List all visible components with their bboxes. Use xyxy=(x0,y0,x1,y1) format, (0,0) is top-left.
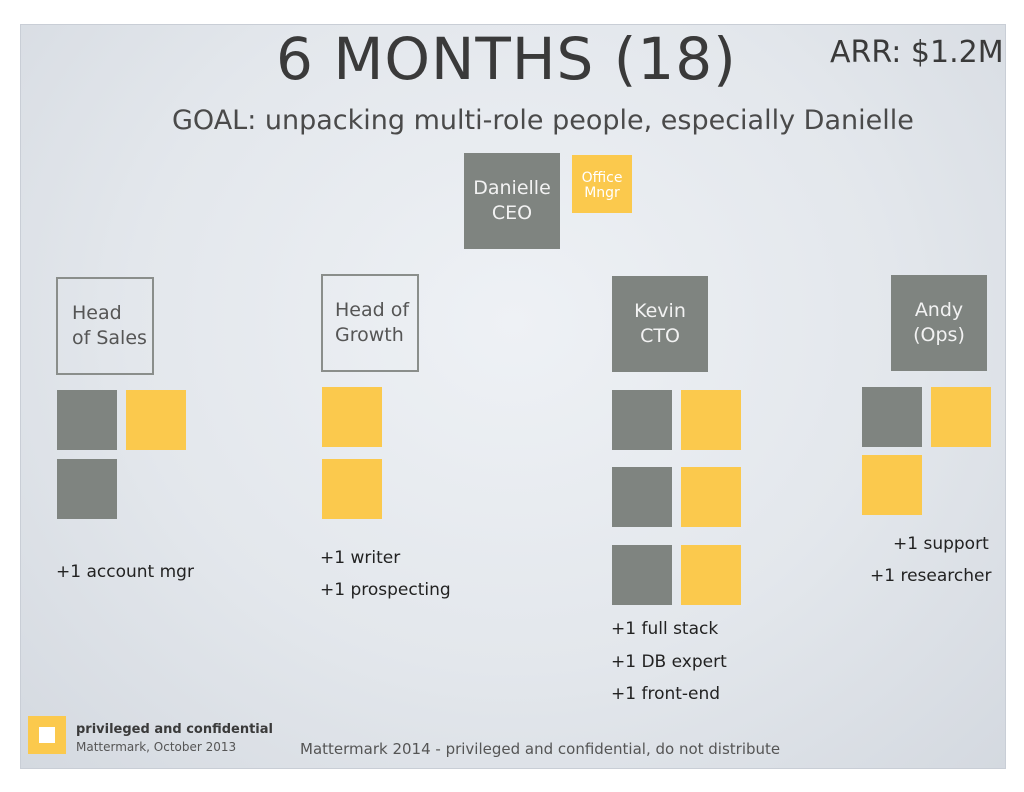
slide-title: 6 MONTHS (18) xyxy=(276,25,737,93)
cto-hire-label-2: +1 DB expert xyxy=(611,652,727,672)
cto-hire-square-yellow-3 xyxy=(681,545,741,605)
office-manager-line1: Office xyxy=(581,170,623,186)
ops-hire-square-yellow-1 xyxy=(931,387,991,447)
cto-hire-square-yellow-2 xyxy=(681,467,741,527)
ops-role: (Ops) xyxy=(913,324,965,346)
head-of-sales-line1: Head xyxy=(72,302,122,325)
cto-hire-square-gray-1 xyxy=(612,390,672,450)
cto-role: CTO xyxy=(640,325,680,347)
ops-hire-label-1: +1 support xyxy=(893,534,989,554)
goal-text: GOAL: unpacking multi-role people, espec… xyxy=(172,105,914,136)
ceo-box: Danielle CEO xyxy=(464,153,560,249)
cto-hire-label-1: +1 full stack xyxy=(611,619,719,639)
head-of-growth-box: Head of Growth xyxy=(321,274,419,372)
cto-box: Kevin CTO xyxy=(612,276,708,372)
privileged-label: privileged and confidential xyxy=(76,722,273,737)
ceo-role: CEO xyxy=(491,202,533,224)
growth-hire-square-yellow-1 xyxy=(322,387,382,447)
mattermark-logo-icon xyxy=(28,716,66,754)
sales-hire-square-yellow-1 xyxy=(126,390,186,450)
head-of-sales-box: Head of Sales xyxy=(56,277,154,375)
footer-note: Mattermark 2014 - privileged and confide… xyxy=(300,740,781,758)
head-of-growth-line1: Head of xyxy=(335,299,410,322)
growth-hire-label-2: +1 prospecting xyxy=(320,580,451,600)
sales-hire-square-gray-1 xyxy=(57,390,117,450)
ops-hire-square-yellow-2 xyxy=(862,455,922,515)
ops-hire-square-gray-1 xyxy=(862,387,922,447)
office-manager-box: Office Mngr xyxy=(572,155,632,213)
cto-name: Kevin xyxy=(634,300,686,323)
ops-hire-label-2: +1 researcher xyxy=(870,566,992,586)
head-of-sales-line2: of Sales xyxy=(72,327,147,349)
arr-value: ARR: $1.2M xyxy=(830,35,1004,70)
cto-hire-square-gray-2 xyxy=(612,467,672,527)
ops-name: Andy xyxy=(914,299,964,322)
office-manager-line2: Mngr xyxy=(584,184,620,201)
growth-hire-square-yellow-2 xyxy=(322,459,382,519)
sales-hire-square-gray-2 xyxy=(57,459,117,519)
cto-hire-square-yellow-1 xyxy=(681,390,741,450)
cto-hire-label-3: +1 front-end xyxy=(611,684,721,704)
company-date-label: Mattermark, October 2013 xyxy=(76,740,237,754)
ops-box: Andy (Ops) xyxy=(891,275,987,371)
head-of-growth-line2: Growth xyxy=(335,324,404,346)
ceo-name: Danielle xyxy=(473,177,551,200)
sales-hire-label-1: +1 account mgr xyxy=(56,562,194,582)
growth-hire-label-1: +1 writer xyxy=(320,548,401,568)
cto-hire-square-gray-3 xyxy=(612,545,672,605)
